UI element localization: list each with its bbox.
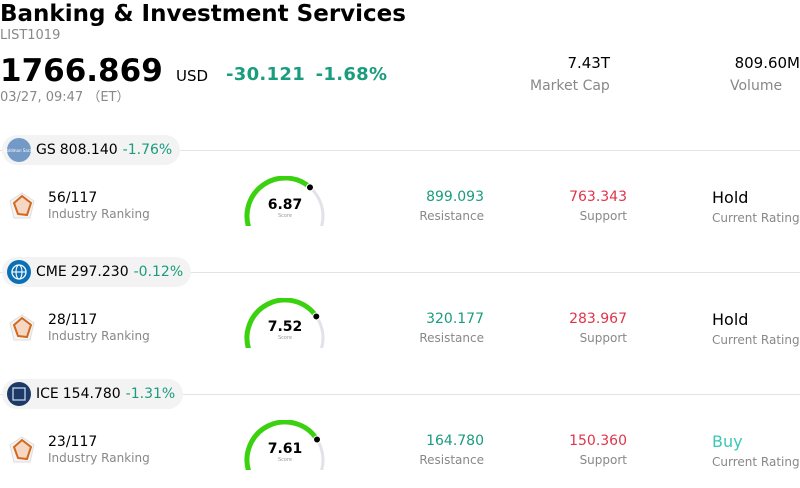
industry-rank-label: Industry Ranking — [48, 451, 150, 465]
resistance-value: 164.780 — [426, 433, 484, 449]
stock-price: 808.140 — [59, 142, 118, 158]
current-rating-label: Current Rating — [712, 333, 800, 347]
index-code: LIST1019 — [0, 28, 61, 43]
stock-price: 154.780 — [62, 386, 121, 402]
ranking-radar-icon — [8, 191, 36, 221]
resistance-label: Resistance — [419, 331, 484, 345]
stock-symbol: CME — [36, 264, 67, 280]
score-label: Score — [278, 457, 292, 463]
industry-rank-value: 23/117 — [48, 434, 98, 450]
score-value: 7.61 — [268, 441, 303, 457]
score-label: Score — [278, 213, 292, 219]
score-gauge: 7.61 Score — [240, 419, 330, 476]
support-label: Support — [579, 453, 627, 467]
gauge-fill — [244, 297, 319, 354]
current-rating-value: Buy — [712, 432, 743, 451]
resistance-value: 320.177 — [426, 311, 484, 327]
score-gauge: 7.52 Score — [240, 297, 330, 354]
resistance-label: Resistance — [419, 453, 484, 467]
stock-change: -1.76% — [122, 142, 173, 158]
resistance-label: Resistance — [419, 209, 484, 223]
gauge-fill — [244, 175, 313, 232]
gauge-marker — [313, 435, 322, 444]
stock-symbol: ICE — [36, 386, 59, 402]
support-value: 283.967 — [569, 311, 627, 327]
ranking-radar-icon — [8, 435, 36, 465]
support-label: Support — [579, 209, 627, 223]
volume-value: 809.60M — [734, 54, 800, 72]
price-change: -30.121 -1.68% — [226, 64, 387, 86]
page-title: Banking & Investment Services — [0, 1, 406, 27]
stock-change: -1.31% — [125, 386, 176, 402]
timestamp: 03/27, 09:47 （ET） — [0, 90, 130, 105]
support-value: 763.343 — [569, 189, 627, 205]
score-value: 7.52 — [268, 319, 303, 335]
market-cap-label: Market Cap — [530, 78, 610, 94]
industry-rank-value: 56/117 — [48, 190, 98, 206]
current-rating-label: Current Rating — [712, 211, 800, 225]
stock-pill-cme[interactable]: CME 297.230 -0.12% — [2, 257, 192, 287]
current-rating-label: Current Rating — [712, 455, 800, 469]
market-cap-value: 7.43T — [567, 54, 610, 72]
support-value: 150.360 — [569, 433, 627, 449]
industry-rank-label: Industry Ranking — [48, 329, 150, 343]
volume-label: Volume — [730, 78, 783, 94]
section-divider — [0, 150, 800, 151]
section-divider — [0, 394, 800, 395]
currency-label: USD — [176, 67, 209, 85]
change-percent: -1.68% — [315, 64, 388, 85]
index-price: 1766.869 — [0, 53, 163, 89]
section-divider — [0, 272, 800, 273]
support-label: Support — [579, 331, 627, 345]
resistance-value: 899.093 — [426, 189, 484, 205]
stock-symbol: GS — [36, 142, 56, 158]
gauge-fill — [244, 419, 320, 476]
gs-logo-icon: Goldman Sachs — [3, 138, 35, 162]
current-rating-value: Hold — [712, 310, 749, 329]
score-value: 6.87 — [268, 197, 303, 213]
ranking-radar-icon — [8, 313, 36, 343]
cme-logo-icon — [7, 260, 31, 284]
gauge-marker — [312, 312, 321, 321]
industry-rank-value: 28/117 — [48, 312, 98, 328]
stock-change: -0.12% — [133, 264, 184, 280]
current-rating-value: Hold — [712, 188, 749, 207]
score-gauge: 6.87 Score — [240, 175, 330, 232]
stock-price: 297.230 — [70, 264, 129, 280]
change-value: -30.121 — [226, 64, 306, 85]
gauge-marker — [306, 183, 314, 192]
ice-logo-icon — [7, 382, 31, 406]
stock-pill-ice[interactable]: ICE 154.780 -1.31% — [2, 379, 184, 409]
stock-pill-gs[interactable]: Goldman Sachs GS 808.140 -1.76% — [2, 135, 181, 165]
industry-rank-label: Industry Ranking — [48, 207, 150, 221]
score-label: Score — [278, 335, 292, 341]
